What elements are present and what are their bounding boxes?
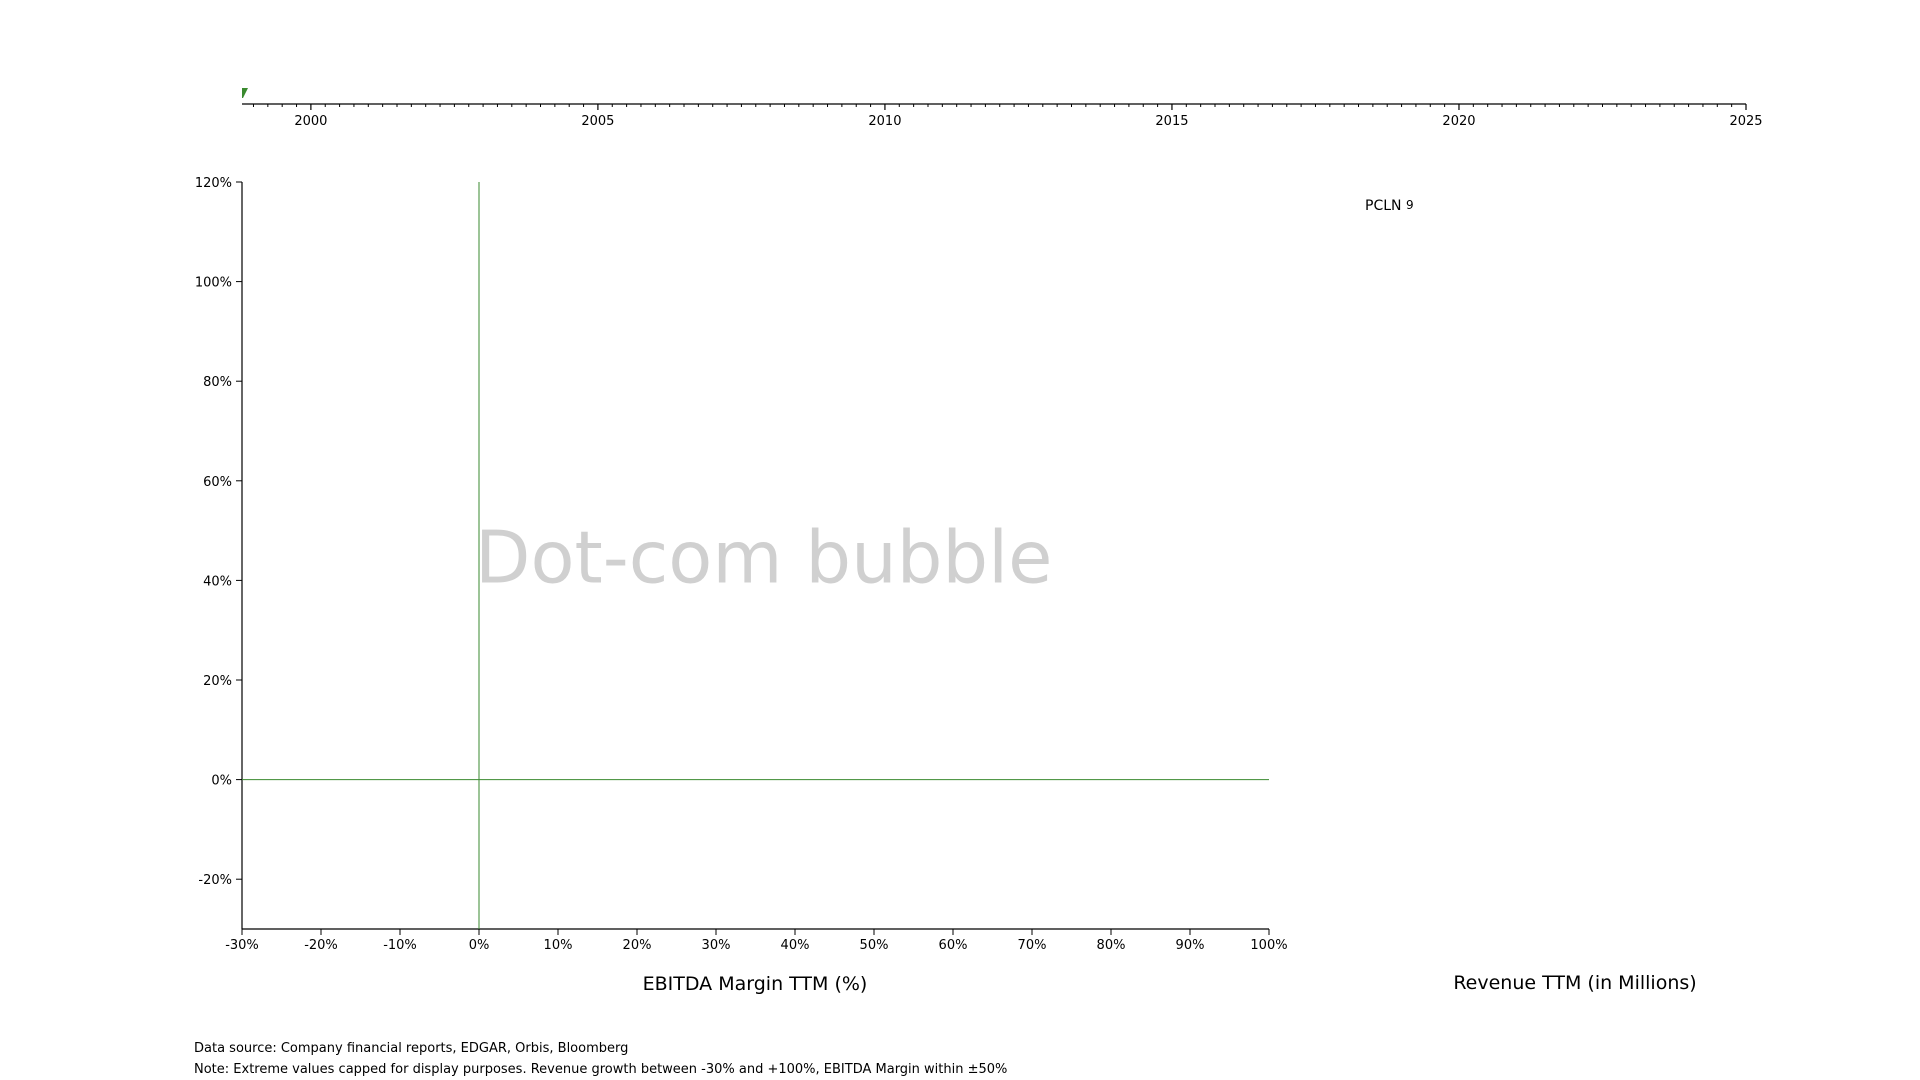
revenue-ranking: PCLN 9 Revenue TTM (in Millions) <box>1365 198 1697 994</box>
x-axis-ticks: -30% -20% -10% 0% 10% 20% 30% 40% 50% 60% 70% 80% 90… <box>225 929 1288 953</box>
revenue-axis-title: Revenue TTM (in Millions) <box>1453 972 1696 994</box>
y-axis-ticks: 120% 100% 80% 60% 40% 20% 0% -20% <box>195 176 242 888</box>
y-tick-label: 0% <box>211 774 232 789</box>
timeline-tick-label: 2025 <box>1729 114 1762 129</box>
y-tick-label: 100% <box>195 276 232 291</box>
footnotes: Data source: Company financial reports, … <box>194 1038 1007 1080</box>
y-tick-label: 80% <box>203 375 232 390</box>
x-axis-title: EBITDA Margin TTM (%) <box>643 973 868 995</box>
x-tick-label: 50% <box>860 938 889 953</box>
x-tick-label: -10% <box>383 938 417 953</box>
timeline-tick-label: 2000 <box>294 114 327 129</box>
x-tick-label: 40% <box>781 938 810 953</box>
x-tick-label: -30% <box>225 938 259 953</box>
y-tick-label: 60% <box>203 475 232 490</box>
scatter-plot: Dot-com bubble -30% -20% -10% 0% 10% 20% 30% 40… <box>195 176 1288 995</box>
timeline-tick-label: 2015 <box>1155 114 1188 129</box>
company-label-pcln: PCLN <box>1365 198 1402 214</box>
x-tick-label: 0% <box>469 938 490 953</box>
timeline-position-marker[interactable] <box>242 88 248 98</box>
timeline-tick-label: 2005 <box>581 114 614 129</box>
x-tick-label: 60% <box>939 938 968 953</box>
data-source-note: Data source: Company financial reports, … <box>194 1041 629 1056</box>
capping-note: Note: Extreme values capped for display … <box>194 1062 1008 1077</box>
watermark-text: Dot-com bubble <box>475 515 1052 599</box>
x-tick-label: 30% <box>702 938 731 953</box>
x-tick-label: 20% <box>623 938 652 953</box>
x-tick-label: -20% <box>304 938 338 953</box>
x-tick-label: 70% <box>1018 938 1047 953</box>
revenue-value-pcln: 9 <box>1406 198 1414 212</box>
x-tick-label: 10% <box>544 938 573 953</box>
timeline-tick-label: 2020 <box>1442 114 1475 129</box>
x-tick-label: 90% <box>1176 938 1205 953</box>
y-tick-label: 120% <box>195 176 232 191</box>
y-tick-label: -20% <box>198 873 232 888</box>
timeline-tick-label: 2010 <box>868 114 901 129</box>
y-tick-label: 40% <box>203 574 232 589</box>
x-tick-label: 100% <box>1250 938 1287 953</box>
x-tick-label: 80% <box>1097 938 1126 953</box>
timeline-minor-ticks <box>252 104 1733 107</box>
y-tick-label: 20% <box>203 674 232 689</box>
timeline-major-ticks: 2000 2005 2010 2015 2020 2025 <box>294 104 1763 129</box>
timeline: 2000 2005 2010 2015 2020 2025 <box>242 88 1763 129</box>
